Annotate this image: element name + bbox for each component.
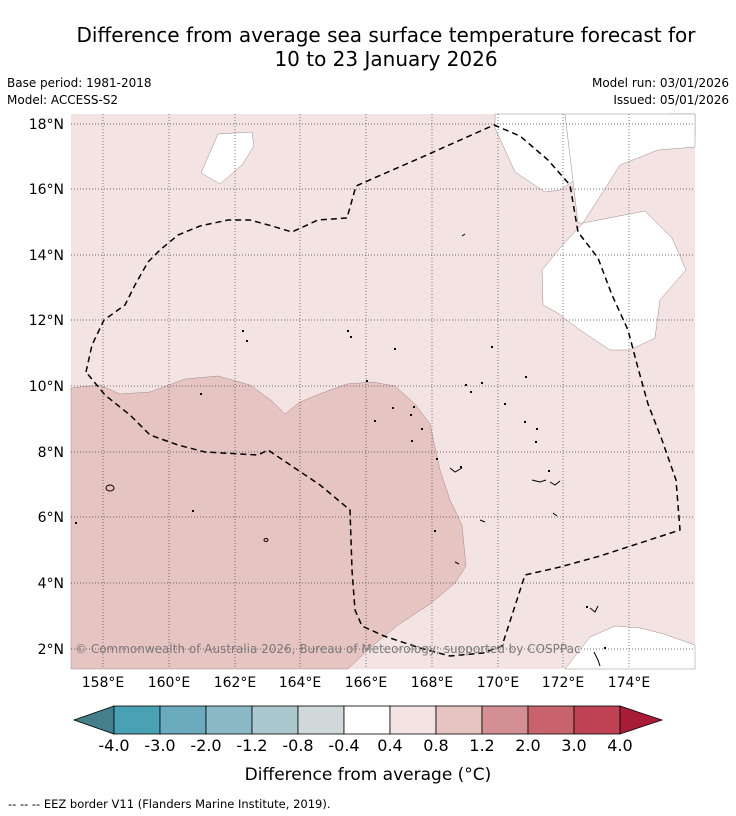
colorbar-swatch [343, 705, 391, 735]
lon-label-168e: 168°E [411, 675, 454, 691]
lon-label-172e: 172°E [542, 675, 585, 691]
colorbar-swatch [113, 705, 161, 735]
colorbar [72, 705, 664, 735]
lon-label-166e: 166°E [345, 675, 388, 691]
anomaly-patch-top-left [200, 131, 255, 185]
latitude-labels: 18°N 16°N 14°N 12°N 10°N 8°N 6°N 4°N 2°N [29, 117, 64, 658]
eez-border [85, 124, 681, 657]
lon-label-170e: 170°E [477, 675, 520, 691]
graticule [71, 114, 695, 669]
map-title-line-2: 10 to 23 January 2026 [274, 47, 498, 71]
colorbar-tick-label: 1.2 [469, 736, 494, 755]
colorbar-swatch [481, 705, 529, 735]
lat-label-18n: 18°N [29, 117, 64, 133]
lon-label-164e: 164°E [279, 675, 322, 691]
colorbar-tick-labels: -4.0 -3.0 -2.0 -1.2 -0.8 -0.4 0.4 0.8 1.2 2.0 3.0 4… [98, 736, 632, 755]
colorbar-swatch [205, 705, 253, 735]
colorbar-extend-high [619, 705, 664, 735]
base-period: Base period: 1981-2018 [7, 76, 152, 90]
colorbar-tick-label: -1.2 [236, 736, 267, 755]
lon-label-158e: 158°E [82, 675, 125, 691]
colorbar-swatch [251, 705, 299, 735]
atolls [75, 330, 606, 649]
lat-label-4n: 4°N [38, 576, 64, 592]
copyright-text: © Commonwealth of Australia 2026, Bureau… [75, 642, 581, 656]
lat-label-16n: 16°N [29, 182, 64, 198]
colorbar-tick-label: -0.8 [282, 736, 313, 755]
lon-label-160e: 160°E [148, 675, 191, 691]
lat-label-6n: 6°N [38, 510, 64, 526]
lat-label-8n: 8°N [38, 445, 64, 461]
eez-legend: -- -- -- EEZ border V11 (Flanders Marine… [8, 797, 331, 811]
colorbar-label: Difference from average (°C) [245, 765, 492, 785]
colorbar-tick-label: -0.4 [328, 736, 359, 755]
issued-date: Issued: 05/01/2026 [613, 93, 729, 107]
colorbar-extend-low [72, 705, 115, 735]
colorbar-tick-label: -2.0 [190, 736, 221, 755]
colorbar-swatch [297, 705, 345, 735]
colorbar-tick-label: 2.0 [515, 736, 540, 755]
longitude-labels: 158°E 160°E 162°E 164°E 166°E 168°E 170°… [82, 675, 651, 691]
map-title-line-1: Difference from average sea surface temp… [76, 23, 696, 47]
lat-label-2n: 2°N [38, 642, 64, 658]
lon-label-174e: 174°E [608, 675, 651, 691]
islands [105, 233, 601, 667]
lon-label-162e: 162°E [214, 675, 257, 691]
colorbar-tick-label: 0.8 [423, 736, 448, 755]
lat-label-14n: 14°N [29, 248, 64, 264]
colorbar-swatch [389, 705, 437, 735]
anomaly-patch-upper-right [564, 113, 696, 224]
colorbar-swatch [159, 705, 207, 735]
colorbar-swatch [573, 705, 621, 735]
colorbar-tick-label: 3.0 [561, 736, 586, 755]
colorbar-tick-label: -4.0 [98, 736, 129, 755]
colorbar-tick-label: 0.4 [377, 736, 402, 755]
anomaly-patch-east [541, 210, 687, 351]
colorbar-swatch [435, 705, 483, 735]
model-name: Model: ACCESS-S2 [7, 93, 119, 107]
lat-label-12n: 12°N [29, 313, 64, 329]
colorbar-tick-label: 4.0 [607, 736, 632, 755]
lat-label-10n: 10°N [29, 379, 64, 395]
colorbar-tick-label: -3.0 [144, 736, 175, 755]
model-run-date: Model run: 03/01/2026 [591, 76, 729, 90]
colorbar-swatch [527, 705, 575, 735]
